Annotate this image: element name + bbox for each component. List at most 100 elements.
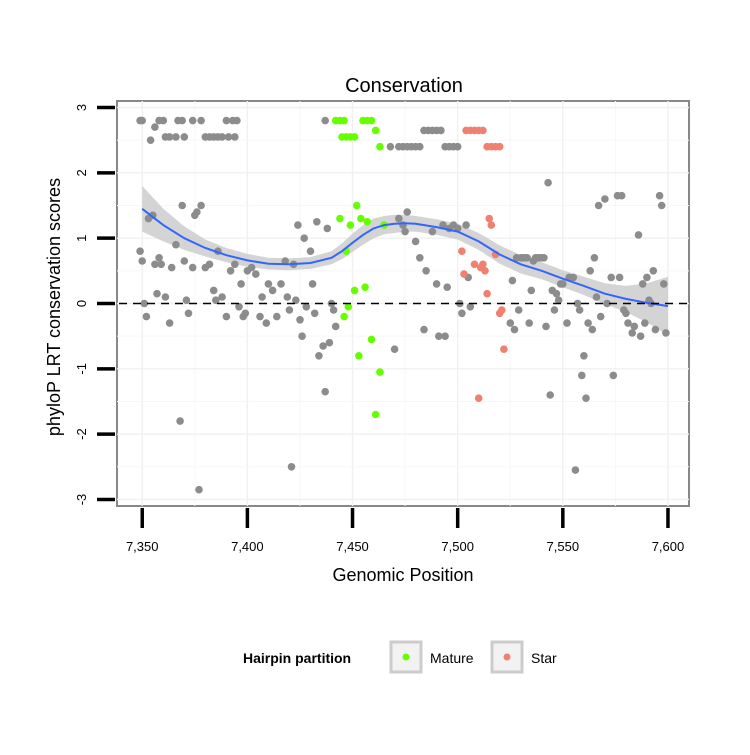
point-other: [172, 240, 180, 249]
point-other: [550, 306, 559, 314]
legend: Hairpin partition Mature Star: [243, 640, 557, 674]
y-axis: -3 -2 -1 0 1 2 3: [74, 104, 115, 505]
point-other: [643, 273, 651, 282]
point-other: [542, 322, 550, 331]
point-other: [660, 280, 668, 288]
point-star: [479, 126, 487, 135]
point-other: [559, 280, 567, 288]
point-mature: [361, 283, 369, 292]
point-other: [167, 263, 176, 272]
point-other: [172, 133, 180, 141]
point-other: [624, 319, 632, 327]
point-star: [470, 260, 479, 269]
point-mature: [371, 410, 380, 419]
point-other: [601, 195, 609, 203]
point-other: [331, 322, 340, 331]
y-tick-label: 0: [74, 300, 89, 307]
point-other: [155, 253, 163, 262]
point-other: [136, 247, 144, 255]
point-star: [487, 221, 496, 229]
point-star: [495, 142, 504, 151]
point-other: [506, 319, 515, 327]
point-other: [586, 267, 594, 275]
point-other: [416, 253, 424, 262]
point-other: [188, 116, 197, 125]
point-other: [180, 133, 189, 141]
x-tick-label: 7,500: [441, 539, 474, 554]
point-other: [578, 371, 586, 380]
point-other: [651, 325, 660, 334]
point-star: [498, 306, 506, 314]
point-other: [588, 325, 597, 334]
x-tick-label: 7,600: [652, 539, 685, 554]
point-mature: [363, 218, 372, 226]
point-other: [617, 191, 626, 200]
point-other: [641, 319, 649, 327]
point-other: [615, 273, 624, 282]
point-other: [411, 237, 420, 246]
point-other: [386, 142, 395, 151]
point-other: [197, 116, 205, 125]
point-star: [460, 270, 468, 278]
x-tick-label: 7,350: [126, 539, 159, 554]
point-other: [634, 231, 643, 239]
point-other: [193, 208, 201, 216]
point-other: [580, 352, 588, 360]
point-other: [422, 267, 430, 275]
point-other: [569, 273, 578, 282]
y-tick-label: 1: [74, 235, 89, 242]
legend-dot-mature: [402, 653, 410, 661]
point-mature: [376, 368, 384, 376]
y-axis-title: phyloP LRT conservation scores: [44, 178, 64, 436]
point-mature: [336, 214, 344, 223]
point-other: [142, 312, 151, 321]
point-other: [310, 309, 319, 318]
point-other: [546, 391, 554, 399]
point-other: [321, 387, 330, 396]
legend-label-mature: Mature: [430, 650, 474, 666]
chart-title: Conservation: [345, 75, 463, 97]
point-other: [563, 319, 571, 327]
point-other: [294, 221, 302, 229]
point-mature: [355, 352, 363, 360]
point-mature: [352, 201, 361, 210]
point-other: [178, 201, 186, 210]
point-other: [416, 142, 424, 151]
point-other: [300, 234, 309, 242]
x-axis-title: Genomic Position: [332, 565, 473, 585]
point-other: [630, 322, 639, 331]
point-other: [437, 126, 445, 135]
point-other: [325, 338, 334, 347]
point-star: [474, 394, 483, 403]
point-other: [458, 309, 466, 318]
point-mature: [357, 214, 365, 223]
point-other: [573, 299, 582, 308]
point-other: [603, 299, 611, 308]
point-other: [571, 466, 580, 474]
point-other: [435, 332, 443, 341]
point-other: [544, 178, 552, 187]
point-other: [237, 280, 245, 288]
point-other: [256, 312, 264, 321]
point-other: [323, 224, 332, 233]
point-other: [590, 253, 599, 262]
point-other: [594, 201, 603, 210]
point-other: [306, 247, 315, 255]
point-other: [321, 116, 330, 125]
point-mature: [371, 126, 380, 135]
point-other: [188, 263, 197, 272]
point-other: [157, 260, 165, 269]
point-other: [268, 286, 277, 295]
point-other: [277, 280, 285, 288]
point-other: [264, 280, 273, 288]
point-other: [315, 352, 323, 360]
point-star: [483, 289, 491, 298]
point-star: [458, 247, 466, 255]
point-other: [235, 303, 243, 311]
point-other: [609, 371, 618, 380]
point-other: [628, 329, 636, 337]
point-other: [205, 260, 214, 269]
point-other: [420, 325, 428, 334]
point-other: [182, 296, 191, 305]
point-other: [161, 293, 170, 301]
